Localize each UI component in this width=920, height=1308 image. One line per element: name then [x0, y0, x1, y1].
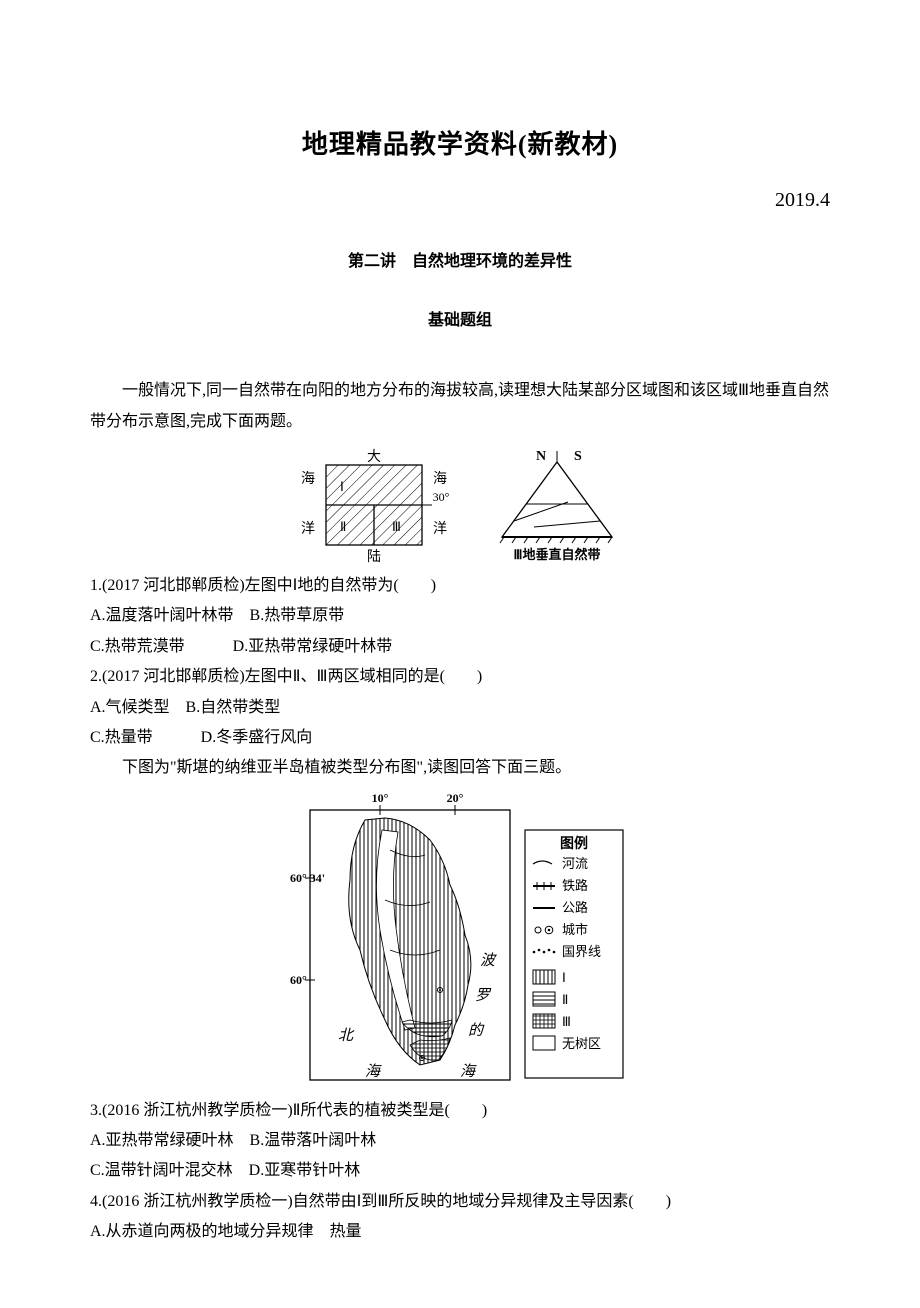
svg-text:罗: 罗 [475, 988, 492, 1004]
svg-text:海: 海 [365, 1063, 382, 1080]
svg-text:Ⅰ: Ⅰ [562, 970, 566, 985]
svg-text:公路: 公路 [562, 900, 588, 915]
svg-text:无树区: 无树区 [562, 1036, 601, 1051]
svg-text:洋: 洋 [433, 521, 447, 537]
svg-text:60° 34': 60° 34' [290, 871, 325, 885]
svg-text:大: 大 [367, 449, 381, 465]
svg-text:图例: 图例 [560, 835, 588, 852]
figure-1-left: 海 洋 海 洋 大 陆 30° Ⅰ Ⅱ Ⅲ [288, 447, 458, 567]
svg-text:海: 海 [433, 471, 447, 487]
q4-opts-1: A.从赤道向两极的地域分异规律 热量 [90, 1217, 830, 1247]
svg-text:陆: 陆 [367, 549, 381, 565]
intro-2: 下图为"斯堪的纳维亚半岛植被类型分布图",读图回答下面三题。 [90, 753, 830, 783]
svg-text:Ⅱ: Ⅱ [562, 992, 568, 1007]
q1-opts-2: C.热带荒漠带 D.亚热带常绿硬叶林带 [90, 632, 830, 662]
svg-text:河流: 河流 [562, 856, 588, 871]
figure-2-map: 10° 20° 60° 34' 60° 北 [290, 790, 630, 1090]
svg-text:Ⅲ: Ⅲ [562, 1014, 571, 1029]
q1-opts-1: A.温度落叶阔叶林带 B.热带草原带 [90, 601, 830, 631]
svg-text:S: S [574, 449, 582, 464]
sub-title: 基础题组 [90, 306, 830, 336]
svg-text:海: 海 [301, 471, 315, 487]
svg-text:北: 北 [338, 1027, 355, 1044]
svg-text:N: N [536, 449, 546, 464]
q2-stem: 2.(2017 河北邯郸质检)左图中Ⅱ、Ⅲ两区域相同的是( ) [90, 662, 830, 692]
svg-text:20°: 20° [447, 791, 464, 805]
svg-text:洋: 洋 [301, 521, 315, 537]
section-title: 第二讲 自然地理环境的差异性 [90, 247, 830, 277]
q3-stem: 3.(2016 浙江杭州教学质检一)Ⅱ所代表的植被类型是( ) [90, 1096, 830, 1126]
svg-text:60°: 60° [290, 973, 307, 987]
q3-opts-1: A.亚热带常绿硬叶林 B.温带落叶阔叶林 [90, 1126, 830, 1156]
figure-1-right: N S Ⅲ地垂直自然带 [482, 447, 632, 567]
date-label: 2019.4 [90, 181, 830, 219]
q1-stem: 1.(2017 河北邯郸质检)左图中Ⅰ地的自然带为( ) [90, 571, 830, 601]
q2-opts-2: C.热量带 D.冬季盛行风向 [90, 723, 830, 753]
main-title: 地理精品教学资料(新教材) [90, 120, 830, 169]
svg-text:海: 海 [460, 1063, 477, 1080]
svg-text:10°: 10° [372, 791, 389, 805]
svg-text:Ⅱ: Ⅱ [340, 519, 346, 534]
svg-text:Ⅰ: Ⅰ [340, 479, 344, 494]
q3-opts-2: C.温带针阔叶混交林 D.亚寒带针叶林 [90, 1156, 830, 1186]
svg-text:城市: 城市 [562, 922, 588, 937]
svg-text:30°: 30° [433, 490, 450, 504]
q2-opts-1: A.气候类型 B.自然带类型 [90, 693, 830, 723]
svg-text:Ⅲ地垂直自然带: Ⅲ地垂直自然带 [514, 547, 601, 562]
svg-text:铁路: 铁路 [562, 878, 588, 893]
svg-text:Ⅲ: Ⅲ [392, 519, 401, 534]
svg-text:国界线: 国界线 [562, 944, 601, 959]
svg-text:的: 的 [468, 1022, 485, 1039]
figure-1-row: 海 洋 海 洋 大 陆 30° Ⅰ Ⅱ Ⅲ N S [90, 447, 830, 567]
intro-1: 一般情况下,同一自然带在向阳的地方分布的海拔较高,读理想大陆某部分区域图和该区域… [90, 376, 830, 437]
svg-text:波: 波 [480, 952, 497, 969]
q4-stem: 4.(2016 浙江杭州教学质检一)自然带由Ⅰ到Ⅲ所反映的地域分异规律及主导因素… [90, 1187, 830, 1217]
